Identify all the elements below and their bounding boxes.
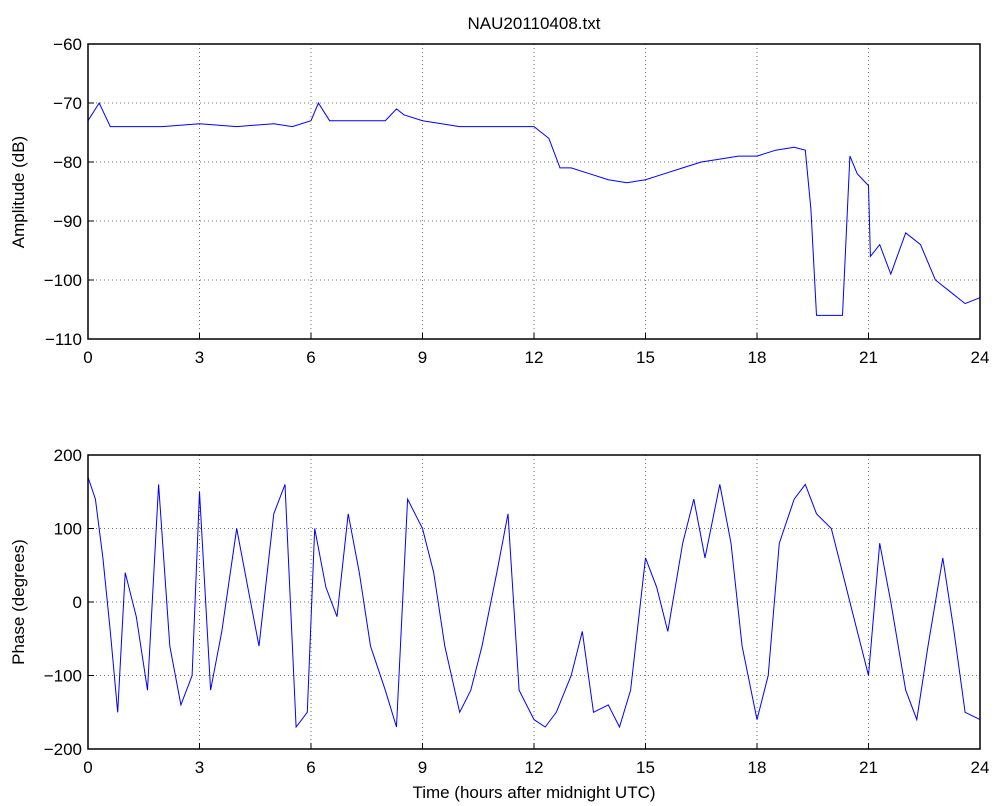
amplitude-y-tick-label: −80 bbox=[53, 153, 82, 172]
amplitude-x-tick-label: 15 bbox=[636, 348, 655, 367]
phase-y-tick-label: 200 bbox=[54, 446, 82, 465]
x-axis-label: Time (hours after midnight UTC) bbox=[412, 783, 655, 802]
amplitude-series-line bbox=[87, 101, 981, 316]
chart-title: NAU20110408.txt bbox=[468, 14, 601, 33]
amplitude-y-tick-labels: −60 −70 −80 −90 −100 −110 bbox=[44, 35, 94, 349]
phase-x-tick-label: 24 bbox=[971, 758, 990, 777]
amplitude-x-tick-label: 0 bbox=[83, 348, 92, 367]
phase-y-axis-label: Phase (degrees) bbox=[9, 539, 28, 665]
phase-y-tick-labels: 200 100 0 −100 −200 bbox=[44, 446, 94, 759]
amplitude-y-tick-label: −100 bbox=[44, 271, 82, 290]
phase-y-tick-label: −100 bbox=[44, 667, 82, 686]
phase-plot: 0 3 6 9 12 15 18 21 24 200 100 0 −100 −200 Phase (de… bbox=[9, 446, 989, 802]
phase-y-tick-label: −200 bbox=[44, 740, 82, 759]
amplitude-y-tick-label: −60 bbox=[53, 35, 82, 54]
amplitude-y-axis-label: Amplitude (dB) bbox=[9, 136, 28, 248]
phase-x-tick-label: 9 bbox=[418, 758, 427, 777]
amplitude-x-tick-label: 18 bbox=[748, 348, 767, 367]
amplitude-x-tick-label: 3 bbox=[195, 348, 204, 367]
phase-x-tick-label: 6 bbox=[306, 758, 315, 777]
amplitude-x-tick-label: 6 bbox=[306, 348, 315, 367]
phase-x-tick-label: 0 bbox=[83, 758, 92, 777]
amplitude-y-tick-label: −70 bbox=[53, 94, 82, 113]
phase-x-tick-label: 3 bbox=[195, 758, 204, 777]
amplitude-y-tick-label: −110 bbox=[45, 330, 82, 349]
phase-x-tick-label: 12 bbox=[525, 758, 544, 777]
amplitude-y-tick-label: −90 bbox=[53, 212, 82, 231]
amplitude-x-tick-label: 21 bbox=[859, 348, 878, 367]
amplitude-grid bbox=[88, 44, 980, 339]
phase-x-tick-label: 18 bbox=[748, 758, 767, 777]
phase-y-tick-label: 0 bbox=[73, 593, 82, 612]
amplitude-x-tick-label: 24 bbox=[971, 348, 990, 367]
phase-series-line bbox=[87, 476, 981, 729]
phase-x-tick-label: 21 bbox=[859, 758, 878, 777]
amplitude-x-tick-label: 12 bbox=[525, 348, 544, 367]
phase-grid bbox=[88, 455, 980, 749]
amplitude-x-tick-labels: 0 3 6 9 12 15 18 21 24 bbox=[83, 333, 989, 367]
phase-x-tick-label: 15 bbox=[636, 758, 655, 777]
amplitude-plot: NAU20110408.txt 0 3 6 9 12 15 18 21 24 −60 −70 −80… bbox=[9, 14, 989, 367]
phase-y-tick-label: 100 bbox=[54, 520, 82, 539]
phase-x-tick-labels: 0 3 6 9 12 15 18 21 24 bbox=[83, 743, 989, 777]
amplitude-x-tick-label: 9 bbox=[418, 348, 427, 367]
